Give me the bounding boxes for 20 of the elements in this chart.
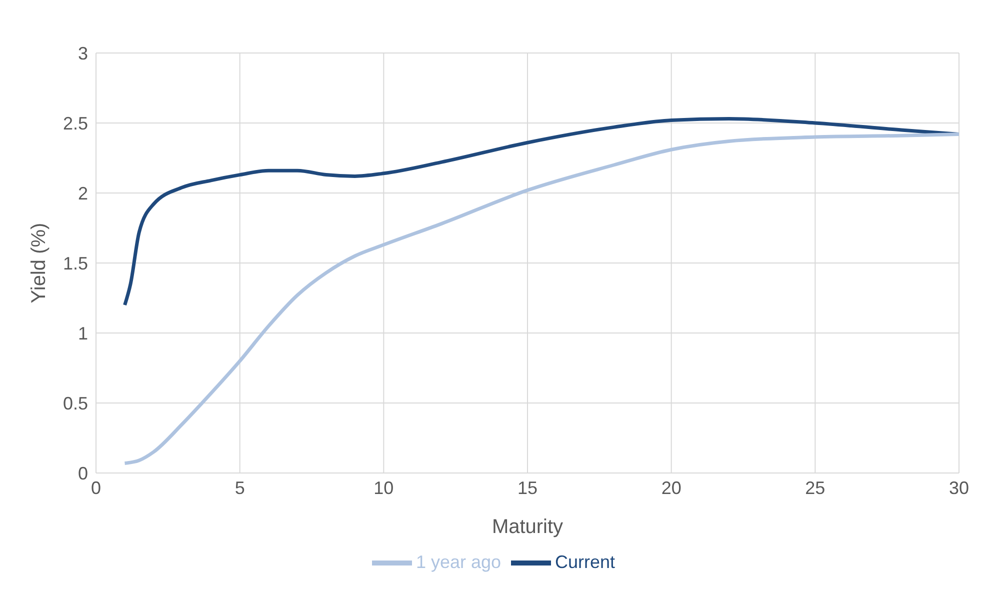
x-tick-label: 0: [90, 478, 102, 498]
x-tick-label: 25: [805, 478, 826, 498]
y-tick-label: 1.5: [62, 253, 88, 274]
line-series: [123, 117, 959, 307]
y-tick-label: 3: [78, 43, 88, 64]
y-tick-label: 1: [78, 323, 88, 344]
x-tick-label: 20: [661, 478, 682, 498]
x-tick-label: 5: [234, 478, 245, 498]
y-tick-label: 0.5: [62, 393, 88, 414]
x-axis-title: Maturity: [492, 516, 564, 538]
legend-label: Current: [555, 552, 616, 572]
y-axis-title: Yield (%): [28, 222, 50, 304]
y-tick-label: 0: [78, 463, 88, 484]
line-series: [123, 132, 959, 465]
x-tick-label: 15: [517, 478, 538, 498]
y-tick-label: 2: [78, 183, 88, 204]
legend-label: 1 year ago: [416, 552, 502, 572]
x-tick-label: 30: [948, 478, 970, 498]
x-tick-label: 10: [374, 478, 394, 498]
y-tick-label: 2.5: [62, 113, 88, 134]
